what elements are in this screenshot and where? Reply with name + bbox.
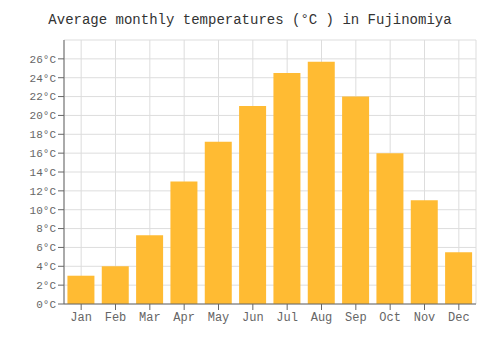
svg-text:12°C: 12°C — [30, 186, 57, 198]
svg-text:Oct: Oct — [379, 311, 401, 325]
svg-text:2°C: 2°C — [36, 280, 56, 292]
svg-text:26°C: 26°C — [30, 54, 57, 66]
svg-text:20°C: 20°C — [30, 110, 57, 122]
svg-text:Dec: Dec — [448, 311, 470, 325]
svg-text:16°C: 16°C — [30, 148, 57, 160]
svg-text:Aug: Aug — [311, 311, 333, 325]
svg-text:Feb: Feb — [105, 311, 127, 325]
svg-text:Sep: Sep — [345, 311, 367, 325]
svg-text:10°C: 10°C — [30, 205, 57, 217]
svg-text:Jul: Jul — [276, 311, 298, 325]
svg-text:Nov: Nov — [414, 311, 436, 325]
svg-text:22°C: 22°C — [30, 91, 57, 103]
svg-text:4°C: 4°C — [36, 261, 56, 273]
svg-text:Mar: Mar — [139, 311, 161, 325]
svg-text:Jan: Jan — [70, 311, 92, 325]
svg-text:6°C: 6°C — [36, 242, 56, 254]
svg-text:Jun: Jun — [242, 311, 264, 325]
svg-text:8°C: 8°C — [36, 223, 56, 235]
svg-text:14°C: 14°C — [30, 167, 57, 179]
svg-text:0°C: 0°C — [36, 299, 56, 311]
svg-text:Apr: Apr — [173, 311, 195, 325]
html-text:Average monthly temperatures (: Average monthly temperatures (°C ) in Fu… — [48, 12, 452, 28]
svg-text:24°C: 24°C — [30, 73, 57, 85]
svg-text:May: May — [208, 311, 230, 325]
svg-text:18°C: 18°C — [30, 129, 57, 141]
